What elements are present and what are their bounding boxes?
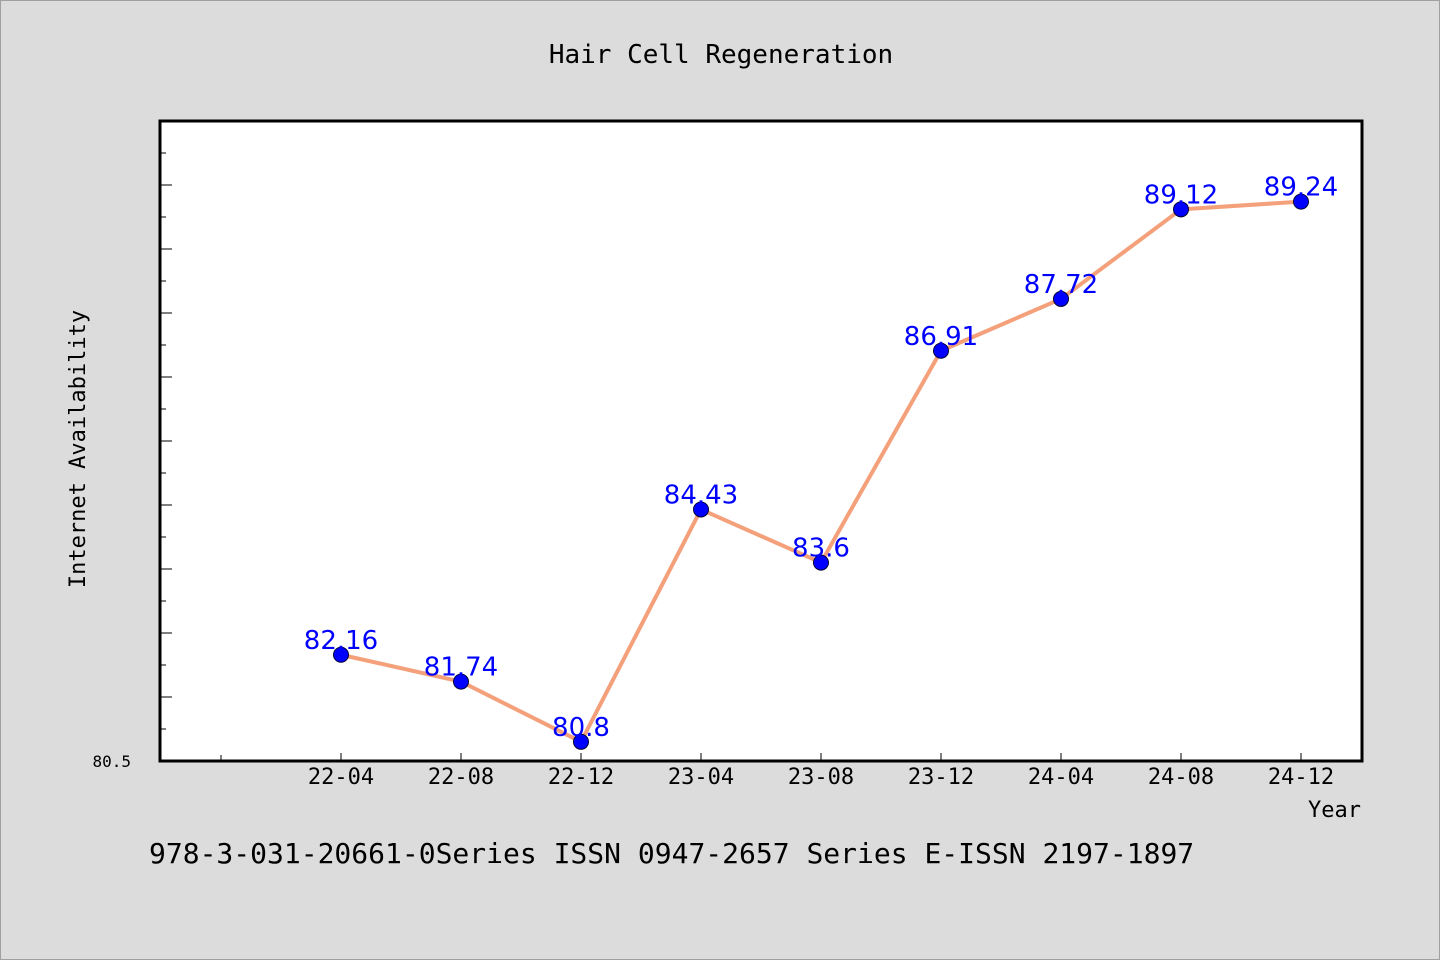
x-axis-ticks: 22-04 22-08 22-12 23-04 23-08 23-12 24-04 24-08… — [220, 753, 1334, 790]
plot-area — [158, 119, 1364, 763]
y-tick-label: 80.5 — [92, 752, 131, 771]
y-axis-ticks — [160, 120, 172, 762]
x-tick-label: 23-12 — [908, 765, 974, 790]
data-label: 82.16 — [304, 626, 378, 656]
data-label: 84.43 — [664, 480, 738, 510]
x-tick-label: 24-04 — [1028, 765, 1094, 790]
data-label: 81.74 — [424, 653, 498, 683]
data-label: 89.12 — [1144, 180, 1218, 210]
x-axis-label: Year — [1308, 798, 1361, 823]
data-point — [1053, 290, 1069, 307]
footer-text: 978-3-031-20661-0Series ISSN 0947-2657 S… — [149, 837, 1194, 870]
data-label: 87.72 — [1024, 270, 1098, 300]
data-label: 86.91 — [904, 322, 978, 352]
data-label: 83.6 — [792, 534, 850, 564]
data-label: 80.8 — [552, 713, 610, 743]
chart-title: Hair Cell Regeneration — [549, 40, 893, 70]
x-tick-label: 24-08 — [1148, 765, 1214, 790]
data-point — [933, 342, 949, 359]
data-point — [1173, 201, 1189, 218]
data-point — [813, 554, 829, 571]
data-point — [1293, 193, 1309, 210]
x-tick-label: 23-04 — [668, 765, 734, 790]
x-tick-label: 23-08 — [788, 765, 854, 790]
x-tick-label: 22-04 — [308, 765, 374, 790]
data-point — [573, 733, 589, 750]
data-point — [453, 673, 469, 690]
x-tick-label: 22-12 — [548, 765, 614, 790]
y-axis-label: Internet Availability — [66, 310, 91, 588]
x-tick-label: 22-08 — [428, 765, 494, 790]
data-point — [693, 501, 709, 518]
data-label: 89.24 — [1264, 173, 1338, 203]
data-point — [333, 646, 349, 663]
x-tick-label: 24-12 — [1268, 765, 1334, 790]
series-layer: 82.16 81.74 80.8 84.43 83.6 86.91 87.72 89.12 89… — [304, 173, 1338, 750]
